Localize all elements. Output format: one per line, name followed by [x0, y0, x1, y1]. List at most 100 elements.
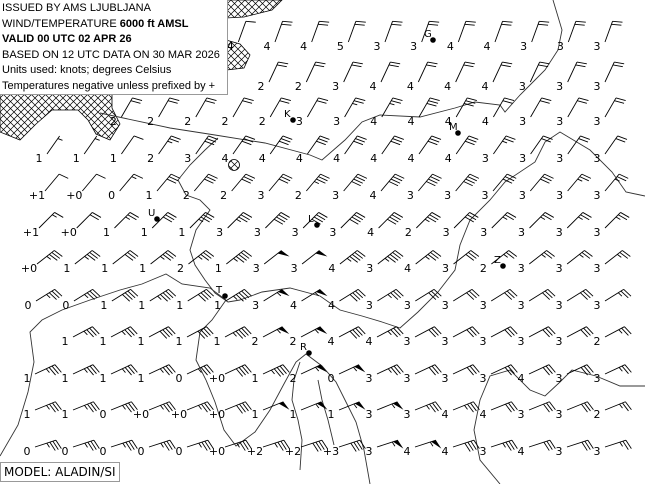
- barb-half-feather: [160, 405, 164, 410]
- barb-feather: [429, 403, 436, 413]
- barb-half-feather: [618, 329, 623, 334]
- barb-feather: [391, 100, 401, 104]
- station-k: K: [284, 109, 296, 123]
- barb-feather: [203, 290, 212, 299]
- barb-staff: [455, 135, 470, 155]
- barb-feather: [245, 20, 256, 23]
- barb-staff: [376, 326, 397, 338]
- barb-feather: [584, 250, 593, 257]
- barb-feather: [200, 216, 210, 223]
- barb-feather: [428, 100, 439, 104]
- temperature-labels-layer: 4 4 4 5 3 3 4 4 3 3 3 2 2 3 4 4 4 4 3 3 3 2 2 2 2 2 3 3 4 4 4 4 3 3 3 1 1 1 2 3…: [21, 40, 601, 458]
- wind-barb: [72, 401, 100, 413]
- station-label: M: [449, 122, 458, 133]
- barb-feather: [243, 250, 252, 257]
- barb-feather: [206, 364, 214, 373]
- barb-feather: [473, 439, 480, 449]
- barb-feather: [431, 135, 442, 140]
- barb-feather: [48, 292, 57, 300]
- barb-feather: [578, 138, 589, 143]
- barb-staff: [302, 212, 320, 229]
- barb-feather: [244, 289, 252, 297]
- temperature-label: +2: [285, 445, 301, 458]
- barb-feather: [242, 212, 253, 218]
- wind-barb: [566, 326, 594, 338]
- barb-staff: [269, 97, 282, 118]
- barb-feather: [87, 403, 94, 413]
- temperature-label: 3: [292, 226, 299, 239]
- barb-staff: [417, 173, 433, 192]
- barb-staff: [149, 288, 169, 302]
- barb-feather: [351, 64, 362, 68]
- barb-feather: [579, 176, 590, 182]
- barb-feather: [358, 326, 366, 335]
- barb-feather: [506, 173, 517, 179]
- barb-half-feather: [46, 294, 51, 299]
- wind-barb: [300, 326, 328, 338]
- barb-staff: [347, 21, 357, 43]
- barb-half-feather: [232, 332, 237, 337]
- temperature-label: +0: [133, 408, 149, 421]
- wind-barb: [604, 173, 629, 192]
- barb-feather: [276, 216, 286, 223]
- wind-barb: [452, 439, 480, 452]
- barb-feather: [396, 364, 404, 373]
- wind-barb: [76, 212, 102, 229]
- barb-feather: [586, 364, 594, 373]
- barb-feather: [625, 439, 632, 449]
- barb-staff: [72, 326, 93, 338]
- barb-feather: [240, 214, 250, 221]
- barb-feather: [393, 327, 401, 336]
- barb-staff: [307, 97, 319, 118]
- barb-feather: [278, 140, 289, 146]
- temperature-label: 4: [404, 445, 411, 458]
- wind-barb: [224, 439, 252, 451]
- barb-half-feather: [502, 140, 508, 144]
- temperature-label: 3: [519, 80, 526, 93]
- barb-feather: [315, 61, 326, 65]
- barb-feather: [349, 294, 358, 302]
- barb-feather: [92, 289, 101, 297]
- barb-feather: [58, 173, 69, 179]
- barb-half-feather: [502, 442, 506, 448]
- barb-feather: [89, 327, 97, 336]
- barb-feather: [548, 326, 556, 335]
- wind-barb: [227, 212, 253, 229]
- barb-half-feather: [391, 403, 396, 409]
- barb-staff: [455, 97, 468, 118]
- barb-staff: [339, 250, 358, 265]
- barb-half-feather: [578, 216, 583, 220]
- barb-half-feather: [387, 294, 392, 299]
- barb-feather: [92, 212, 102, 218]
- barb-feather: [239, 441, 246, 451]
- wind-barb: [44, 173, 69, 192]
- barb-feather: [357, 289, 366, 297]
- temperature-label: +0: [171, 408, 187, 421]
- temperature-label: 1: [252, 372, 259, 385]
- wind-barb: [186, 364, 214, 376]
- wind-barb: [112, 250, 139, 265]
- barb-feather: [392, 252, 401, 259]
- barb-staff: [528, 364, 550, 375]
- barb-feather: [538, 64, 549, 68]
- wind-barb: [343, 173, 368, 192]
- barb-staff: [415, 288, 435, 302]
- wind-barb: [148, 401, 176, 413]
- wind-barb: [224, 326, 252, 339]
- barb-feather: [579, 292, 588, 300]
- temperature-label: 4: [404, 262, 411, 275]
- temperature-label: 4: [264, 40, 271, 53]
- wind-barb: [189, 212, 215, 229]
- temperature-label: 1: [110, 152, 117, 165]
- barb-staff: [528, 288, 549, 302]
- temperature-label: 1: [138, 335, 145, 348]
- temperature-label: 1: [214, 299, 221, 312]
- barb-feather: [204, 178, 214, 184]
- barb-feather: [319, 135, 330, 140]
- station-label: U: [148, 208, 155, 219]
- barb-half-feather: [197, 256, 203, 260]
- barb-staff: [268, 173, 284, 192]
- barb-feather: [314, 64, 325, 68]
- barb-feather: [463, 103, 474, 107]
- barb-half-feather: [353, 366, 358, 372]
